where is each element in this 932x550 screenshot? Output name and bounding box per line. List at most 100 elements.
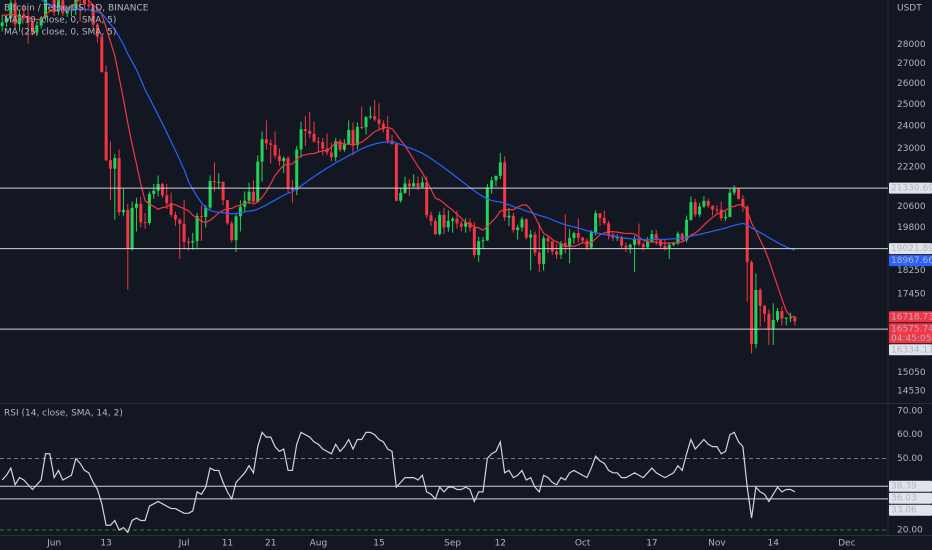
candle-body — [390, 140, 394, 144]
candle-body — [204, 207, 208, 217]
candle-body — [620, 237, 624, 246]
candle-body — [0, 22, 4, 26]
candle-body — [225, 200, 229, 224]
candle-body — [321, 142, 325, 149]
candle-body — [360, 126, 364, 128]
candle-body — [117, 158, 121, 213]
candle-body — [182, 223, 186, 242]
candle-body — [351, 130, 355, 145]
candle-body — [589, 232, 593, 248]
rsi-hline-label: 38.39 — [891, 482, 917, 492]
candle-body — [316, 141, 320, 143]
candle-body — [160, 183, 164, 196]
candle-body — [126, 209, 130, 249]
candle-body — [416, 183, 420, 188]
rsi-hline-label-box — [889, 504, 932, 516]
x-tick-label: Aug — [310, 539, 328, 549]
candle-body — [672, 243, 676, 245]
candle-body — [537, 252, 541, 264]
ma-value-label-box — [889, 255, 932, 267]
candle-body — [260, 139, 264, 162]
candle-body — [329, 152, 333, 158]
candle-body — [338, 141, 342, 150]
y-tick-label: 15050 — [897, 368, 926, 378]
candle-body — [420, 182, 424, 188]
rsi-pane — [0, 431, 888, 534]
candle-body — [776, 311, 780, 320]
x-tick-label: 15 — [373, 539, 384, 549]
candle-body — [394, 143, 398, 201]
candle-body — [511, 215, 515, 231]
moving-average-line — [41, 0, 796, 251]
candle-body — [754, 289, 758, 344]
candle-body — [100, 36, 104, 73]
ma-value-label-box — [889, 311, 932, 323]
x-tick-label: Dec — [838, 539, 855, 549]
candle-body — [680, 233, 684, 241]
candle-body — [650, 234, 654, 243]
y-tick-label: 20600 — [897, 202, 926, 212]
candle-body — [355, 126, 359, 145]
candle-body — [706, 200, 710, 206]
candle-body — [299, 129, 303, 150]
rsi-hline-label: 33.06 — [891, 506, 917, 516]
candle-body — [516, 227, 520, 231]
rsi-value-label-box — [889, 492, 932, 504]
candle-body — [741, 198, 745, 207]
candle-body — [546, 238, 550, 242]
candle-body — [637, 238, 641, 245]
candle-body — [256, 161, 260, 202]
candle-body — [199, 216, 203, 218]
last-price-label-box — [889, 323, 932, 344]
candle-body — [290, 188, 294, 191]
candle-body — [368, 116, 372, 118]
candle-body — [568, 237, 572, 248]
y-tick-label: 14530 — [897, 386, 926, 396]
rsi-tick-label: 20.00 — [897, 525, 923, 535]
candle-body — [490, 180, 494, 188]
candle-body — [594, 213, 598, 233]
candle-body — [780, 311, 784, 319]
candle-body — [4, 18, 8, 23]
candle-body — [607, 223, 611, 235]
y-tick-label: 26000 — [897, 79, 926, 89]
hline-value-label: 19021.89 — [891, 244, 932, 254]
candle-body — [104, 72, 108, 161]
candle-body — [217, 181, 221, 183]
candle-body — [91, 6, 95, 25]
candle-body — [481, 240, 485, 242]
candle-body — [113, 158, 117, 169]
candle-body — [221, 181, 225, 201]
candle-body — [758, 289, 762, 306]
candle-body — [286, 158, 290, 189]
y-tick-label: 22200 — [897, 163, 926, 173]
last-price-label: 16575.74 — [891, 324, 932, 334]
candle-body — [56, 0, 60, 12]
candle-body — [312, 133, 316, 142]
overlay: Bitcoin / TetherUS, 1D, BINANCE MA (10, … — [4, 4, 932, 549]
candle-body — [147, 193, 151, 223]
x-tick-label: Jun — [46, 539, 61, 549]
candle-body — [364, 117, 368, 128]
candle-body — [30, 22, 34, 33]
x-tick-label: Sep — [444, 539, 461, 549]
candle-body — [130, 207, 134, 249]
candle-body — [646, 242, 650, 248]
candle-body — [763, 305, 767, 314]
candle-body — [503, 162, 507, 218]
candle-body — [264, 139, 268, 144]
candle-body — [654, 234, 658, 241]
candle-body — [9, 2, 13, 19]
candle-body — [698, 206, 702, 215]
candle-body — [507, 215, 511, 218]
candle-body — [195, 216, 199, 241]
x-tick-label: Oct — [575, 539, 591, 549]
candle-body — [429, 215, 433, 222]
rsi-title: RSI (14, close, SMA, 14, 2) — [4, 409, 123, 419]
x-tick-label: 14 — [767, 539, 779, 549]
candle-body — [373, 116, 377, 120]
candle-body — [386, 129, 390, 141]
candle-body — [459, 223, 463, 227]
candle-body — [641, 244, 645, 248]
